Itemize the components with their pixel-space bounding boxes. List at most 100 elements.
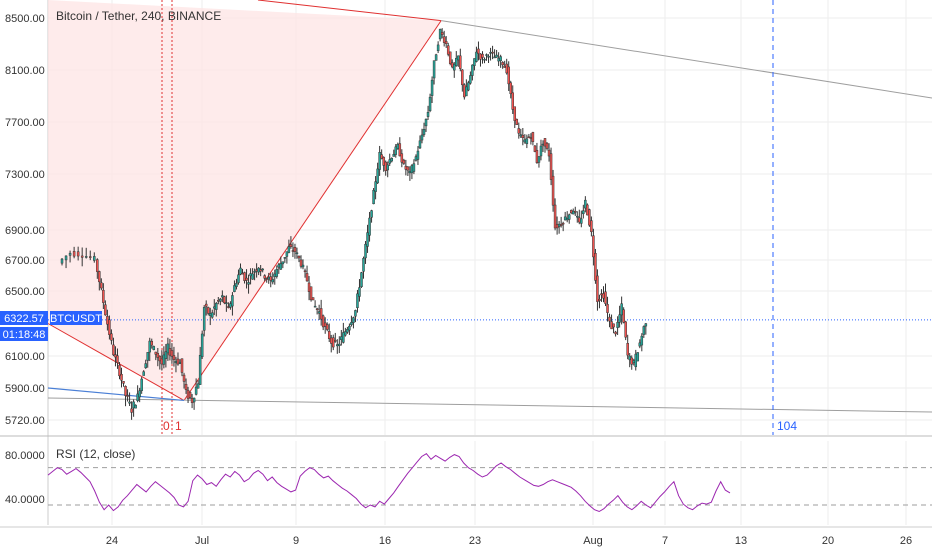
x-tick-label: 13: [735, 535, 747, 547]
candle-body: [334, 340, 337, 342]
candle-body: [138, 390, 141, 398]
candle-body: [142, 371, 145, 376]
candle-body: [453, 63, 456, 71]
candle-body: [594, 253, 597, 281]
wedge-lower-left: [47, 323, 185, 401]
candle-body: [80, 255, 84, 258]
candle-body: [424, 118, 428, 127]
candle-body: [444, 41, 448, 44]
candle-body: [202, 307, 206, 331]
candle-body: [624, 321, 627, 338]
candle-body: [610, 321, 613, 330]
price-badge-symbol: BTCUSDT: [50, 313, 102, 325]
price-badge[interactable]: 6322.57 BTCUSDT 01:18:48: [0, 311, 102, 341]
candle-body: [598, 299, 601, 301]
candle-body: [376, 168, 379, 184]
y-tick-label: 8100.00: [5, 65, 45, 77]
candle-body: [608, 316, 611, 322]
candle-body: [354, 310, 357, 317]
countdown-value: 01:18:48: [3, 329, 46, 341]
candle-body: [188, 391, 192, 398]
y-tick-label: 6100.00: [5, 351, 45, 363]
candle-body: [584, 199, 587, 209]
candle-body: [382, 157, 385, 166]
candle-body: [261, 268, 264, 271]
candle-body: [96, 259, 99, 272]
x-tick-label: 23: [469, 535, 481, 547]
candle-body: [180, 358, 184, 373]
y-tick-label: 7700.00: [5, 117, 45, 129]
y-tick-label: 7300.00: [5, 169, 45, 181]
candle-body: [596, 275, 599, 302]
candle-body: [170, 350, 174, 357]
candle-body: [93, 256, 96, 261]
candle-body: [249, 273, 252, 277]
candle-body: [186, 390, 190, 399]
candle-body: [356, 293, 359, 308]
channel-upper-line: [441, 20, 932, 99]
candle-body: [569, 210, 573, 214]
candle-body: [547, 149, 551, 157]
y-tick-label: 5720.00: [5, 415, 45, 427]
candle-body: [495, 54, 498, 58]
candle-body: [509, 82, 512, 95]
candle-body: [372, 189, 375, 205]
y-axis-labels: 8500.00 8100.00 7700.00 7300.00 6900.00 6700.…: [5, 13, 45, 427]
candle-body: [130, 408, 133, 413]
candle-body: [378, 152, 381, 170]
candle-body: [450, 62, 454, 68]
wedge-lower-right: [183, 20, 442, 401]
candle-body: [219, 298, 222, 302]
candle-body: [370, 210, 373, 218]
candle-body: [487, 55, 490, 58]
candle-body: [243, 272, 246, 281]
candle-body: [263, 275, 266, 279]
candle-body: [622, 309, 625, 323]
candle-body: [392, 154, 396, 157]
candle-body: [481, 53, 484, 58]
candle-body: [162, 354, 166, 365]
candle-body: [134, 404, 137, 409]
candle-body: [582, 210, 585, 215]
candle-body: [327, 331, 331, 339]
candle-body: [194, 386, 198, 395]
projection-label: 104: [777, 419, 797, 433]
candle-body: [459, 55, 462, 69]
candle-body: [89, 256, 92, 258]
candle-body: [642, 326, 646, 335]
rsi-tick-80: 80.0000: [5, 450, 45, 462]
candle-body: [457, 55, 460, 61]
candle-body: [98, 271, 101, 283]
rsi-line: [47, 453, 731, 513]
candle-body: [422, 129, 426, 135]
candle-body: [352, 317, 355, 323]
candle-body: [184, 383, 188, 390]
candle-body: [483, 58, 486, 61]
candle-body: [600, 293, 603, 296]
chart-title: Bitcoin / Tether, 240, BINANCE: [56, 9, 221, 23]
candle-body: [342, 332, 345, 343]
candle-body: [158, 356, 162, 362]
x-tick-label: 24: [106, 535, 118, 547]
candle-body: [434, 54, 438, 61]
candle-body: [358, 287, 361, 297]
candle-body: [176, 358, 180, 365]
candle-body: [206, 307, 210, 314]
candle-body: [436, 44, 440, 52]
candle-body: [408, 170, 412, 174]
candle-body: [247, 282, 250, 285]
candle-body: [338, 343, 341, 347]
rsi-layer: [47, 453, 932, 513]
candle-body: [128, 401, 131, 404]
y-tick-label: 6700.00: [5, 255, 45, 267]
candle-body: [104, 304, 107, 316]
rsi-label: RSI (12, close): [56, 447, 135, 461]
candle-body: [630, 357, 633, 365]
candle-body: [628, 355, 631, 361]
candle-body: [317, 311, 321, 314]
candle-body: [388, 159, 391, 164]
candle-body: [636, 352, 640, 362]
candle-body: [257, 267, 260, 273]
candle-body: [305, 273, 309, 282]
